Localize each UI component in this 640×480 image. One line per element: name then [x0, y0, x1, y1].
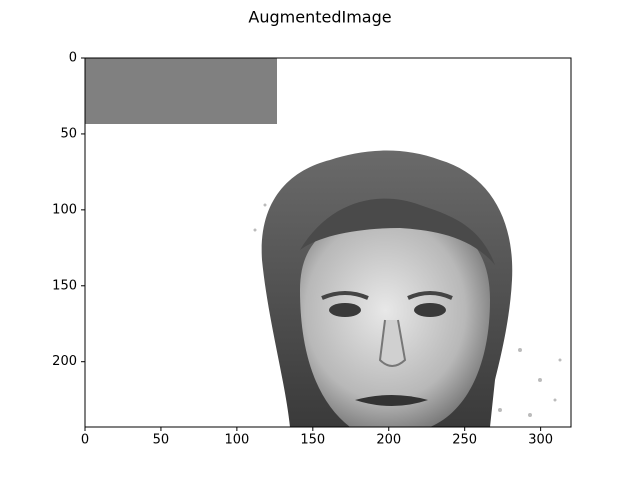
chart-title: AugmentedImage [248, 8, 391, 27]
occlusion-patch [85, 58, 277, 124]
fringe [300, 198, 495, 265]
x-tick-label: 250 [452, 433, 477, 448]
nose [378, 319, 407, 367]
y-tick-label: 200 [52, 354, 77, 369]
y-tick-label: 150 [52, 278, 77, 293]
y-tick-label: 50 [60, 126, 77, 141]
x-tick-label: 100 [224, 433, 249, 448]
x-tick-label: 300 [528, 433, 553, 448]
left-eye [329, 303, 361, 317]
right-brow [407, 291, 453, 300]
y-tick-label: 100 [52, 202, 77, 217]
x-tick-label: 150 [300, 433, 325, 448]
mouth [355, 395, 428, 406]
left-brow [321, 291, 369, 300]
right-eye [414, 303, 446, 317]
noise [253, 203, 562, 417]
x-tick-label: 0 [81, 433, 89, 448]
y-tick-label: 0 [69, 51, 77, 66]
x-tick-label: 50 [153, 433, 170, 448]
axes-frame [84, 57, 572, 428]
x-tick-label: 200 [376, 433, 401, 448]
image [85, 58, 571, 427]
